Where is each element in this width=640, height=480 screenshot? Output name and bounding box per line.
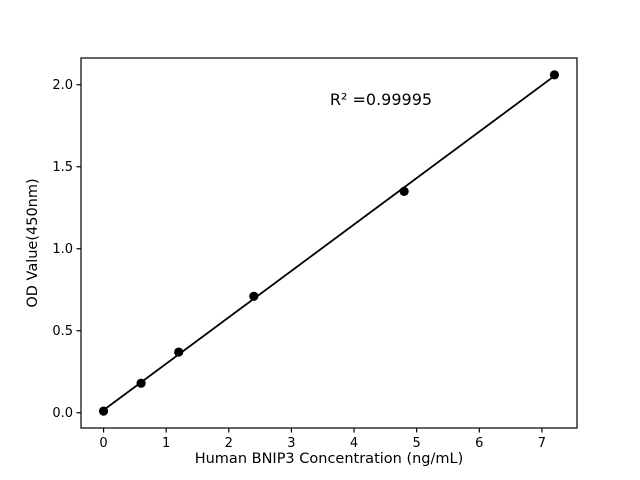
x-tick-label: 4: [350, 436, 358, 451]
y-axis-label: OD Value(450nm): [25, 178, 41, 307]
y-tick-label: 2.0: [52, 78, 73, 93]
x-tick-label: 7: [538, 436, 546, 451]
x-tick-label: 1: [162, 436, 170, 451]
y-axis-ticks: 0.0 0.5 1.0 1.5 2.0: [52, 78, 81, 421]
data-point: [136, 378, 146, 388]
x-tick-label: 2: [225, 436, 233, 451]
x-tick-label: 0: [99, 436, 107, 451]
x-tick-label: 3: [287, 436, 295, 451]
data-point: [174, 347, 184, 357]
y-tick-label: 1.5: [52, 160, 73, 175]
data-point: [98, 406, 109, 416]
x-tick-label: 5: [413, 436, 421, 451]
y-tick-label: 0.5: [52, 324, 73, 339]
data-points: [98, 70, 560, 416]
data-point: [549, 70, 560, 80]
r-squared-annotation: R² =0.99995: [330, 90, 432, 109]
x-axis-label: Human BNIP3 Concentration (ng/mL): [195, 451, 464, 467]
y-tick-label: 1.0: [52, 242, 73, 257]
data-point: [399, 186, 409, 196]
y-tick-label: 0.0: [52, 406, 73, 421]
x-axis-ticks: 0 1 2 3 4 5 6 7: [99, 428, 546, 451]
data-point: [249, 291, 259, 301]
x-tick-label: 6: [475, 436, 483, 451]
